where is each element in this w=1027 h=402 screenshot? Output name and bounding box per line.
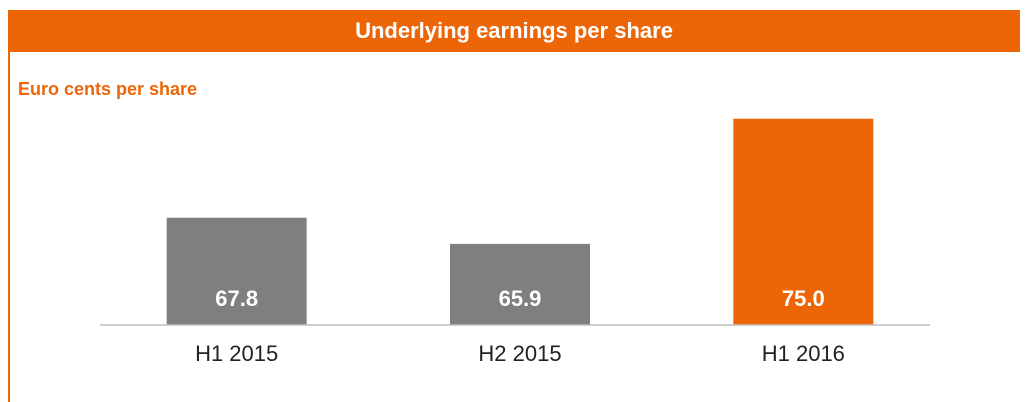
y-axis-label: Euro cents per share bbox=[18, 79, 197, 99]
x-tick-label: H2 2015 bbox=[478, 341, 561, 366]
x-tick-label: H1 2015 bbox=[195, 341, 278, 366]
x-tick-label: H1 2016 bbox=[762, 341, 845, 366]
value-label: 67.8 bbox=[215, 286, 258, 311]
bar bbox=[450, 243, 590, 325]
value-label: 65.9 bbox=[499, 286, 542, 311]
header-bar bbox=[8, 10, 1020, 52]
bar bbox=[166, 217, 307, 325]
bar bbox=[733, 118, 874, 325]
value-label: 75.0 bbox=[782, 286, 825, 311]
chart-title: Underlying earnings per share bbox=[355, 18, 673, 43]
